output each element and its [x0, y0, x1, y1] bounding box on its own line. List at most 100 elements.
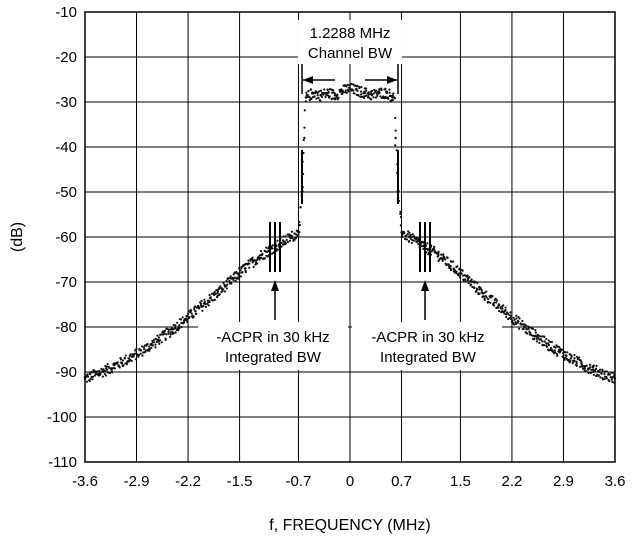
trace-point [580, 363, 583, 366]
trace-point [370, 98, 373, 101]
trace-point [431, 249, 434, 252]
trace-point [409, 237, 412, 240]
trace-point [209, 296, 212, 299]
trace-point [411, 233, 414, 236]
trace-point [282, 235, 285, 238]
trace-point [514, 320, 517, 324]
channel-bw-label-bg [298, 20, 402, 64]
trace-point [199, 302, 203, 305]
trace-point [118, 366, 121, 369]
trace-point [384, 87, 387, 90]
trace-point [504, 306, 507, 309]
trace-point [608, 380, 611, 383]
data-point [311, 91, 315, 95]
trace-point [571, 362, 574, 365]
data-point [481, 292, 484, 295]
trace-point [92, 375, 95, 378]
trace-point [136, 353, 139, 356]
trace-point [384, 95, 387, 98]
acpr-right-label-bg [352, 322, 502, 370]
data-point [547, 343, 550, 347]
trace-point [399, 210, 402, 213]
trace-point [189, 308, 192, 311]
trace-point [564, 351, 567, 354]
y-tick-label: -10 [55, 4, 77, 21]
trace-point [308, 99, 311, 102]
trace-point [217, 287, 220, 291]
trace-point [309, 88, 313, 91]
trace-point [391, 98, 394, 102]
trace-point [129, 353, 132, 356]
trace-point [293, 238, 296, 241]
trace-point [539, 338, 543, 341]
trace-point [476, 288, 479, 291]
trace-point [563, 358, 566, 361]
trace-point [156, 334, 159, 337]
trace-point [610, 378, 613, 381]
trace-point [512, 323, 516, 326]
trace-point [141, 354, 144, 357]
data-point [370, 94, 374, 97]
trace-point [457, 274, 460, 277]
trace-point [487, 300, 490, 304]
trace-point [238, 275, 241, 278]
trace-point [464, 280, 467, 283]
trace-point [579, 359, 582, 362]
trace-point [502, 304, 505, 307]
trace-point [233, 276, 236, 279]
trace-point [550, 348, 553, 351]
trace-point [611, 380, 614, 383]
trace-point [89, 372, 92, 376]
trace-point [297, 233, 300, 237]
trace-point [340, 88, 343, 91]
data-point [238, 271, 241, 275]
trace-point [335, 96, 338, 99]
trace-point [336, 93, 339, 96]
trace-point [449, 267, 452, 270]
trace-point [521, 319, 524, 323]
trace-point [377, 90, 381, 93]
trace-point [347, 90, 350, 93]
trace-point [259, 256, 263, 259]
trace-point [446, 256, 449, 259]
trace-point [367, 93, 370, 96]
data-point [348, 87, 352, 90]
trace-point [172, 332, 175, 335]
trace-point [526, 332, 529, 335]
trace-point [538, 341, 541, 345]
trace-point [420, 245, 423, 248]
trace-point [417, 239, 420, 243]
trace-point [585, 364, 588, 367]
trace-point [257, 255, 260, 258]
x-tick-label: 3.6 [605, 473, 626, 490]
trace-point [308, 95, 311, 98]
trace-point [163, 329, 167, 332]
trace-point [263, 257, 266, 260]
trace-point [306, 94, 309, 97]
trace-point [483, 291, 486, 294]
trace-point [585, 370, 588, 373]
trace-point [405, 238, 409, 241]
trace-point [611, 371, 615, 375]
trace-point [174, 327, 177, 330]
trace-point [399, 224, 402, 227]
trace-point [233, 271, 236, 274]
trace-point [123, 357, 126, 360]
trace-point [204, 303, 207, 306]
trace-point [437, 251, 440, 255]
trace-point [295, 233, 298, 236]
trace-point [124, 354, 127, 357]
trace-point [276, 248, 279, 251]
trace-point [523, 323, 526, 326]
trace-point [578, 356, 581, 359]
trace-point [290, 230, 294, 233]
trace-point [553, 349, 557, 352]
trace-point [240, 267, 243, 270]
trace-point [182, 321, 186, 324]
trace-point [449, 268, 453, 272]
trace-point [485, 290, 488, 293]
trace-point [562, 351, 565, 355]
trace-point [374, 89, 378, 92]
trace-point [562, 354, 565, 357]
trace-point [554, 346, 557, 349]
